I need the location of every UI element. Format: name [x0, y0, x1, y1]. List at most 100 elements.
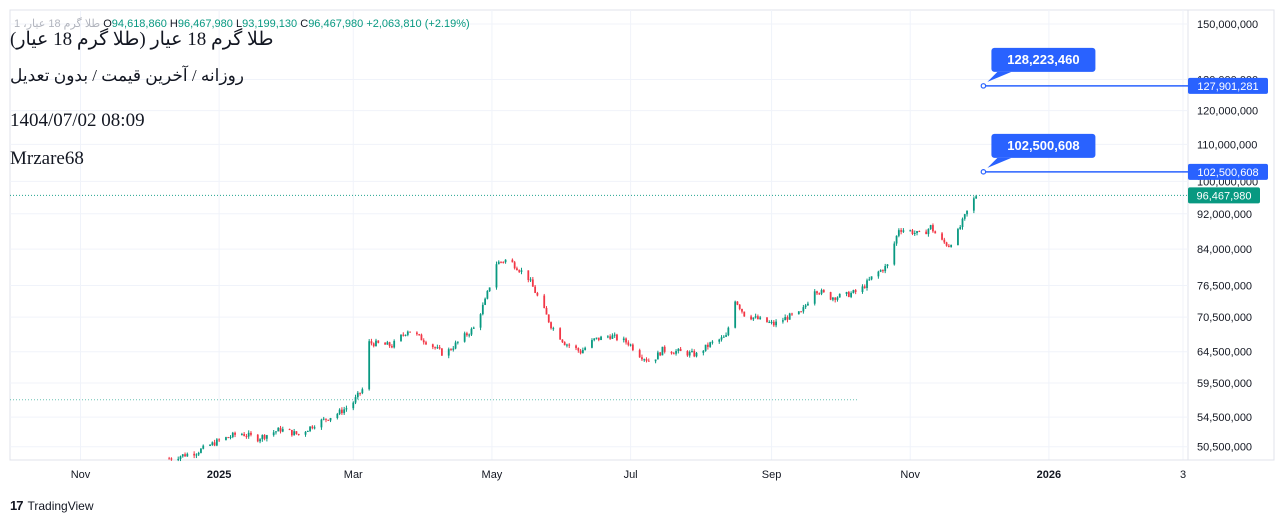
candle-body — [638, 350, 641, 358]
candle-body — [470, 328, 473, 335]
candle-body — [893, 243, 896, 265]
candle-body — [563, 342, 566, 346]
candle-body — [304, 431, 307, 435]
candle-body — [738, 304, 741, 309]
candle-body — [661, 346, 664, 356]
candle-body — [900, 230, 903, 232]
candle-body — [259, 439, 261, 442]
candle-body — [766, 317, 768, 323]
ohlc-legend: 1 ،طلا گرم 18 عیار O94,618,860 H96,467,9… — [14, 17, 470, 30]
candle-body — [709, 342, 712, 347]
candle-body — [218, 439, 221, 441]
candle-body — [727, 327, 730, 336]
candle-body — [688, 351, 691, 356]
candle-body — [468, 334, 471, 336]
candle-body — [884, 265, 887, 272]
candle-body — [170, 458, 173, 460]
candle-body — [597, 337, 600, 341]
time-tick-label: 2026 — [1037, 469, 1061, 481]
candle-body — [807, 303, 809, 306]
candle-body — [584, 347, 587, 350]
candle-body — [670, 351, 673, 354]
candle-body — [866, 280, 868, 289]
candle-body — [245, 436, 248, 438]
candle-body — [497, 261, 500, 265]
candle-body — [895, 235, 898, 244]
candle-body — [822, 290, 825, 293]
candle-body — [611, 335, 614, 339]
candle-body — [861, 286, 864, 292]
candle-body — [356, 392, 359, 398]
candle-body — [595, 337, 598, 339]
candle-body — [472, 327, 475, 329]
candle-body — [916, 231, 918, 234]
candle-body — [691, 351, 693, 353]
candle-body — [359, 392, 361, 394]
candle-body — [516, 268, 518, 271]
candle-body — [229, 436, 232, 438]
candle-body — [213, 442, 216, 446]
candle-body — [329, 417, 332, 421]
candle-body — [372, 343, 375, 347]
candle-body — [500, 261, 502, 263]
candle-body — [391, 346, 393, 348]
candle-body — [813, 291, 816, 304]
candle-body — [265, 435, 268, 439]
candle-body — [338, 409, 341, 414]
candle-body — [832, 297, 834, 300]
tradingview-brand[interactable]: 17 TradingView — [10, 498, 94, 513]
candle-body — [913, 233, 916, 235]
target-price-badge-label: 102,500,608 — [1197, 167, 1258, 179]
candles — [168, 194, 978, 462]
candle-body — [231, 432, 234, 437]
overlay-datetime: 1404/07/02 08:09 — [10, 110, 145, 131]
candle-body — [197, 452, 200, 455]
candle-body — [786, 317, 789, 320]
candle-body — [225, 437, 227, 440]
candle-body — [272, 432, 275, 436]
candle-body — [725, 335, 727, 337]
candle-body — [600, 336, 602, 341]
candle-body — [647, 360, 650, 362]
target-price-badge — [1188, 77, 1268, 94]
candle-body — [850, 293, 853, 297]
candle-body — [568, 344, 571, 346]
open-value: 94,618,860 — [111, 18, 167, 30]
candle-body — [281, 429, 284, 432]
candle-body — [963, 214, 966, 219]
candle-body — [656, 352, 659, 360]
candle-body — [243, 434, 246, 437]
candle-body — [959, 227, 962, 230]
candle-body — [466, 333, 468, 336]
candle-body — [918, 231, 921, 233]
candle-body — [838, 293, 841, 298]
candle-body — [941, 233, 943, 240]
candle-body — [882, 270, 884, 272]
candle-body — [645, 359, 648, 361]
candle-body — [177, 458, 180, 460]
candle-body — [804, 305, 807, 308]
candle-body — [686, 351, 689, 356]
price-tick-label: 64,500,000 — [1197, 347, 1252, 359]
candle-body — [420, 334, 423, 341]
candle-body — [800, 311, 802, 313]
candle-body — [743, 311, 746, 317]
candle-body — [945, 242, 948, 246]
time-tick-label: Mar — [344, 469, 363, 481]
candle-body — [754, 316, 757, 318]
candle-body — [929, 225, 932, 230]
candle-body — [250, 432, 252, 435]
candle-body — [575, 345, 577, 349]
candle-body — [388, 342, 391, 347]
candle-body — [293, 431, 296, 436]
candle-body — [704, 344, 707, 351]
candle-body — [852, 290, 855, 294]
candle-body — [552, 328, 555, 330]
price-tick-label: 92,000,000 — [1197, 209, 1252, 221]
candle-body — [663, 346, 666, 352]
candle-body — [463, 333, 466, 342]
candle-body — [768, 322, 771, 324]
candle-body — [722, 336, 725, 338]
symbol-ghost: 1 ،طلا گرم 18 عیار — [14, 18, 101, 30]
